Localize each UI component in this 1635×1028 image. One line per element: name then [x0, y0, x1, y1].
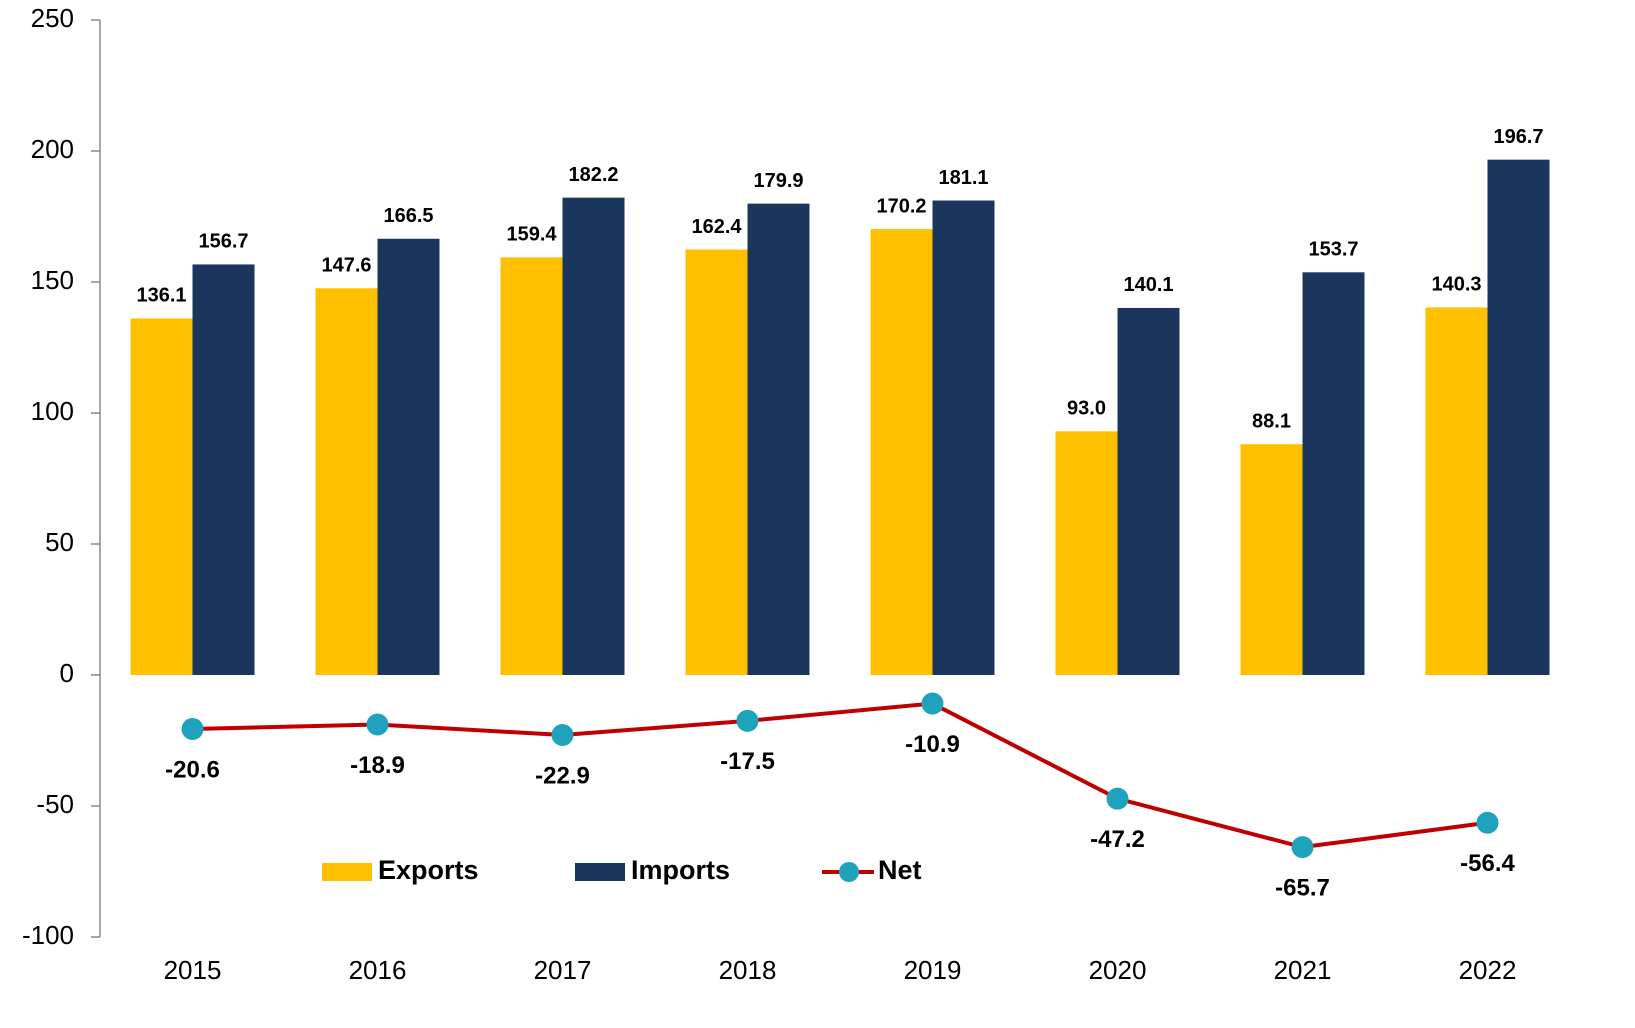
data-label: 159.4 — [506, 224, 557, 246]
data-label: 153.7 — [1308, 239, 1358, 261]
marker — [1291, 836, 1314, 859]
bar — [562, 197, 625, 676]
x-tick-label: 2020 — [1089, 955, 1147, 985]
data-label: 196.7 — [1493, 126, 1543, 148]
legend-label: Exports — [378, 855, 479, 885]
legend-label: Imports — [631, 855, 730, 885]
bar — [130, 318, 193, 675]
data-label: -47.2 — [1090, 826, 1145, 853]
data-label: 166.5 — [383, 205, 433, 227]
marker — [366, 713, 389, 736]
bar — [1425, 307, 1488, 675]
y-tick-label: -100 — [22, 920, 74, 950]
bar — [192, 264, 255, 675]
marker — [181, 717, 204, 740]
x-tick-label: 2019 — [904, 955, 962, 985]
bar — [870, 229, 933, 676]
data-label: 179.9 — [753, 170, 803, 192]
y-tick-label: 150 — [31, 265, 74, 295]
bar — [315, 288, 378, 675]
legend-swatch — [322, 863, 372, 881]
data-label: 93.0 — [1067, 398, 1106, 420]
bar — [685, 249, 748, 675]
legend-swatch — [575, 863, 625, 881]
bar — [1487, 159, 1550, 675]
x-tick-label: 2021 — [1274, 955, 1332, 985]
x-tick-label: 2018 — [719, 955, 777, 985]
marker — [921, 692, 944, 715]
y-tick-label: 50 — [45, 527, 74, 557]
data-label: 136.1 — [136, 285, 186, 307]
bar — [932, 200, 995, 675]
x-tick-label: 2022 — [1459, 955, 1517, 985]
marker — [1106, 787, 1129, 810]
data-label: -20.6 — [165, 756, 220, 783]
bar — [747, 203, 810, 676]
data-label: 147.6 — [321, 255, 371, 277]
data-label: 162.4 — [691, 216, 742, 238]
legend-label: Net — [878, 855, 922, 885]
y-tick-label: 0 — [60, 658, 74, 688]
data-label: -17.5 — [720, 748, 775, 775]
data-label: -56.4 — [1460, 850, 1515, 877]
marker — [1476, 811, 1499, 834]
y-tick-label: 200 — [31, 134, 74, 164]
data-label: 181.1 — [938, 167, 988, 189]
data-label: 140.1 — [1123, 274, 1173, 296]
x-tick-label: 2016 — [349, 955, 407, 985]
marker — [551, 723, 574, 746]
y-tick-label: -50 — [36, 789, 74, 819]
data-label: 170.2 — [876, 195, 926, 217]
data-label: 140.3 — [1431, 274, 1481, 296]
data-label: -10.9 — [905, 731, 960, 758]
data-label: 88.1 — [1252, 410, 1291, 432]
bar — [1302, 272, 1365, 675]
data-label: -18.9 — [350, 752, 405, 779]
bar — [1055, 431, 1118, 675]
bar — [1117, 307, 1180, 675]
x-tick-label: 2017 — [534, 955, 592, 985]
data-label: 182.2 — [568, 164, 618, 186]
legend-marker — [839, 862, 859, 882]
bar — [1240, 444, 1303, 675]
marker — [736, 709, 759, 732]
bar — [500, 257, 563, 675]
data-label: -65.7 — [1275, 874, 1330, 901]
data-label: 156.7 — [198, 231, 248, 253]
data-label: -22.9 — [535, 762, 590, 789]
y-tick-label: 100 — [31, 396, 74, 426]
y-tick-label: 250 — [31, 3, 74, 33]
line — [192, 701, 1488, 850]
bar — [377, 238, 440, 675]
x-tick-label: 2015 — [164, 955, 222, 985]
